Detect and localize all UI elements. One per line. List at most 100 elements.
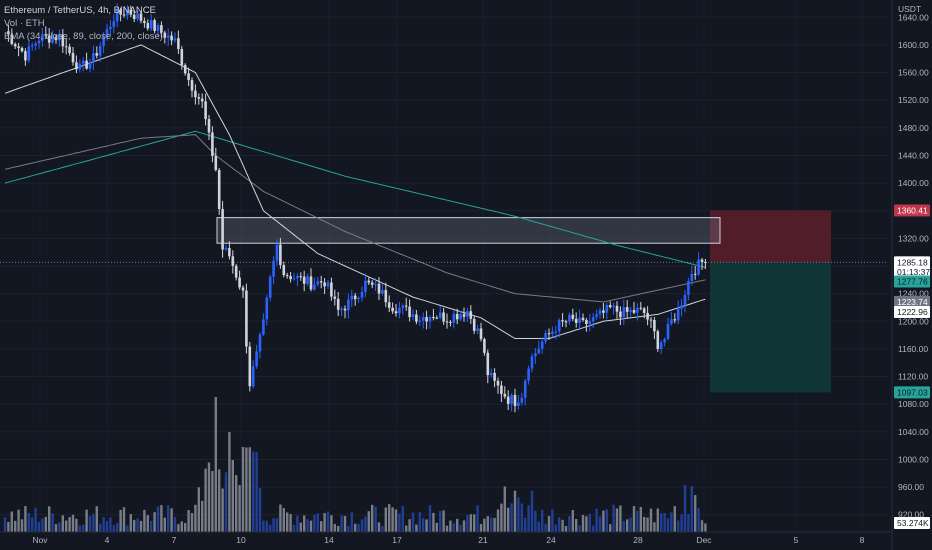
time-tick-label: 10 — [236, 535, 246, 545]
volume-bar — [156, 506, 160, 532]
candle-body — [350, 295, 354, 300]
volume-bar — [612, 504, 615, 532]
volume-bar — [3, 517, 7, 532]
candle-body — [126, 9, 129, 16]
volume-bar — [564, 525, 568, 532]
volume-bar — [252, 451, 255, 532]
volume-bar — [303, 515, 306, 532]
volume-bar — [442, 510, 445, 532]
volume-bar — [31, 517, 34, 532]
volume-bar — [129, 514, 132, 532]
volume-bar — [656, 508, 659, 532]
candle-body — [71, 53, 75, 63]
candle-body — [639, 307, 643, 309]
volume-bar — [275, 518, 279, 532]
volume-bar — [299, 522, 302, 532]
candle-body — [173, 38, 177, 41]
candle-body — [285, 275, 289, 277]
volume-bar — [422, 517, 425, 532]
ema-legend[interactable]: EMA (34, close, 89, close, 200, close) — [4, 31, 163, 42]
volume-bar — [41, 518, 44, 532]
time-tick-label: 21 — [478, 535, 488, 545]
volume-bar — [248, 447, 251, 532]
volume-bar — [381, 525, 384, 532]
price-tag-bg — [894, 256, 930, 269]
candle-body — [17, 46, 20, 48]
price-tick-label: 1640.00 — [898, 12, 929, 22]
volume-bar — [255, 452, 258, 532]
volume-bar — [241, 447, 245, 532]
candle-body — [615, 305, 619, 312]
volume-bar — [150, 520, 153, 532]
candle-body — [319, 281, 323, 283]
volume-bar — [204, 468, 207, 532]
price-tick-label: 1080.00 — [898, 399, 929, 409]
volume-bar — [374, 506, 377, 532]
candle-body — [10, 34, 14, 44]
candle-body — [636, 307, 639, 313]
volume-bar — [238, 485, 241, 532]
volume-bar — [316, 513, 319, 532]
price-axis[interactable]: 1640.00 1600.00 1560.00 1520.00 1480.00 1440.… — [891, 0, 929, 550]
candle-body — [666, 323, 670, 339]
volume-bar — [530, 490, 534, 532]
price-tag: 01:13:37 — [894, 265, 930, 278]
volume-bar — [520, 503, 523, 532]
volume-bar — [313, 514, 316, 532]
candle-body — [513, 394, 517, 406]
candle-body — [217, 170, 221, 210]
volume-bar — [388, 504, 391, 532]
volume-bar — [292, 524, 296, 532]
volume-bar — [663, 513, 666, 532]
volume-legend[interactable]: Vol · ETH — [4, 18, 45, 29]
volume-bar — [615, 508, 619, 532]
candle-body — [700, 259, 704, 263]
volume-bar — [68, 517, 71, 532]
volume-bar — [20, 519, 24, 532]
volume-bar — [173, 516, 177, 532]
candle-body — [418, 320, 422, 322]
take-profit-zone — [710, 262, 831, 393]
volume-bar — [143, 509, 146, 532]
candle-body — [612, 305, 615, 308]
volume-bar — [221, 488, 224, 532]
volume-bar — [231, 459, 234, 532]
symbol-title[interactable]: Ethereum / TetherUS, 4h, BINANCE — [4, 5, 156, 16]
price-tick-label: 1200.00 — [898, 316, 929, 326]
candle-body — [343, 308, 347, 311]
time-axis[interactable]: Nov 4 7 10 14 17 21 24 28 Dec 5 8 — [0, 531, 892, 545]
volume-bar — [14, 520, 17, 532]
volume-bar — [673, 506, 676, 532]
volume-bar — [462, 520, 466, 532]
candle-body — [659, 342, 663, 349]
price-tick-label: 1520.00 — [898, 95, 929, 105]
volume-bar — [428, 505, 432, 532]
candle-body — [75, 62, 78, 70]
volume-bar — [534, 510, 537, 532]
candle-body — [68, 46, 71, 54]
candle-body — [139, 13, 143, 21]
candle-body — [449, 321, 452, 323]
candle-body — [489, 372, 493, 376]
volume-bar — [102, 517, 105, 532]
price-tag: 1222.96 — [894, 305, 930, 318]
candle-body — [112, 21, 116, 27]
volume-bar — [75, 518, 78, 532]
candle-body — [649, 319, 653, 321]
candle-body — [279, 244, 282, 266]
candlesticks — [7, 3, 707, 413]
volume-bar — [649, 508, 653, 532]
volume-bar — [575, 518, 578, 532]
candle-body — [384, 290, 388, 303]
volume-bar — [544, 523, 547, 532]
candle-body — [391, 307, 394, 312]
volume-bar — [598, 516, 602, 532]
volume-bar — [670, 512, 673, 532]
candle-body — [163, 32, 167, 38]
volume-bar — [377, 522, 381, 532]
candle-body — [34, 43, 37, 46]
candle-body — [177, 38, 180, 50]
candle-body — [462, 314, 466, 317]
candle-body — [435, 317, 439, 319]
